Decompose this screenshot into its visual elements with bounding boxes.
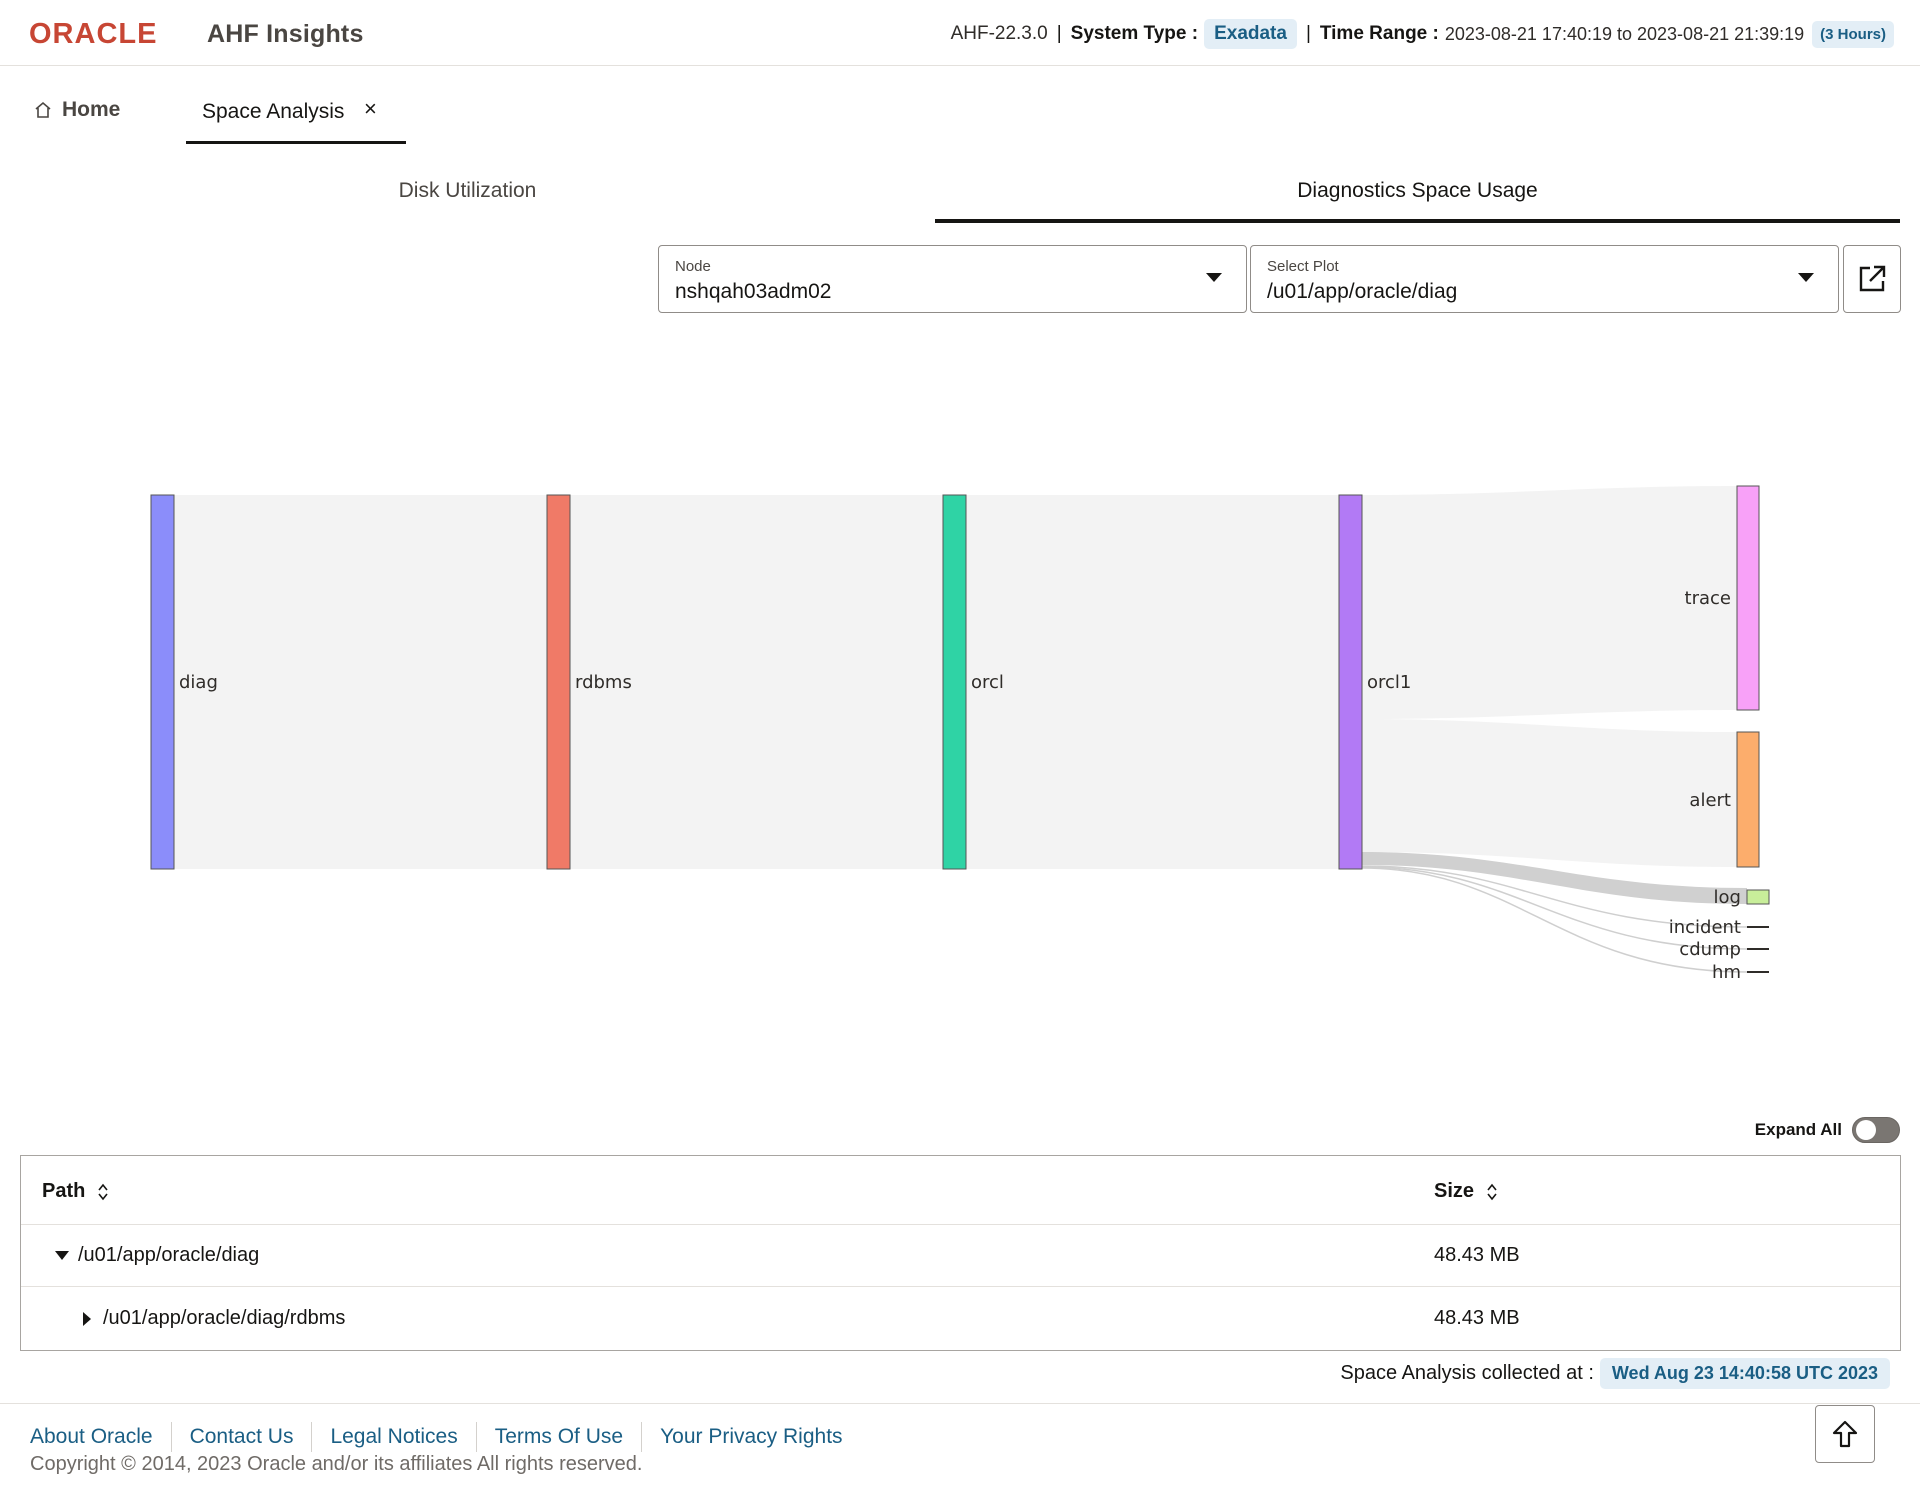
header-info: AHF-22.3.0 | System Type : Exadata | Tim…: [951, 18, 1894, 50]
node-select-value: nshqah03adm02: [675, 280, 832, 303]
header-separator: |: [1305, 23, 1311, 44]
tab-space-analysis-label: Space Analysis: [202, 100, 345, 123]
copyright: Copyright © 2014, 2023 Oracle and/or its…: [30, 1453, 643, 1475]
sankey-link: [174, 495, 547, 869]
sankey-label-log: log: [1714, 887, 1741, 908]
tab-diagnostics-space-usage[interactable]: Diagnostics Space Usage: [935, 165, 1900, 223]
row-path-cell: /u01/app/oracle/diag: [55, 1244, 259, 1267]
external-link-icon: [1859, 265, 1886, 292]
toggle-knob: [1856, 1120, 1876, 1140]
sankey-label-trace: trace: [1685, 588, 1731, 609]
sankey-link: [1361, 867, 1748, 973]
svg-text:ORACLE: ORACLE: [29, 20, 157, 46]
sankey-label-orcl1: orcl1: [1367, 672, 1411, 693]
expand-all-label: Expand All: [1754, 1120, 1842, 1139]
footer-divider: [0, 1403, 1920, 1404]
tab-home-label: Home: [62, 98, 121, 121]
column-header-size[interactable]: Size: [1434, 1180, 1498, 1203]
sankey-label-alert: alert: [1689, 790, 1731, 811]
sankey-link: [1361, 866, 1748, 950]
sankey-link: [570, 495, 943, 869]
sankey-label-rdbms: rdbms: [575, 672, 632, 693]
ahf-version: AHF-22.3.0: [950, 23, 1048, 44]
sankey-node-alert: [1736, 731, 1760, 868]
link-contact-us[interactable]: Contact Us: [170, 1422, 312, 1452]
tab-disk-utilization[interactable]: Disk Utilization: [398, 179, 537, 202]
row-path: /u01/app/oracle/diag: [78, 1244, 260, 1266]
table-header: Path Size: [21, 1156, 1900, 1225]
time-range-label: Time Range :: [1319, 23, 1439, 44]
sankey-node-orcl1: [1338, 494, 1363, 870]
app-title: AHF Insights: [207, 20, 364, 48]
header-separator: |: [1056, 23, 1062, 44]
sort-icon: [98, 1183, 108, 1200]
table-row: /u01/app/oracle/diag 48.43 MB: [21, 1224, 1900, 1287]
footer-links: About Oracle Contact Us Legal Notices Te…: [30, 1422, 861, 1452]
plot-select-label: Select Plot: [1267, 258, 1339, 275]
sankey-link: [1361, 865, 1748, 928]
time-range-badge: (3 Hours): [1812, 20, 1894, 48]
sankey-link: [1362, 852, 1747, 904]
column-header-size-label: Size: [1434, 1180, 1475, 1202]
chevron-down-icon: [1798, 273, 1814, 282]
home-icon: [35, 101, 51, 118]
link-legal-notices[interactable]: Legal Notices: [311, 1422, 475, 1452]
sankey-link: [1362, 486, 1737, 719]
time-range-value: 2023-08-21 17:40:19 to 2023-08-21 21:39:…: [1444, 23, 1805, 44]
link-terms-of-use[interactable]: Terms Of Use: [475, 1422, 641, 1452]
sankey-link: [966, 495, 1339, 869]
sankey-node-orcl: [942, 494, 967, 870]
open-external-button[interactable]: [1843, 245, 1901, 313]
space-table: Path Size /u01/app/oracle/diag 48.43 MB …: [20, 1155, 1901, 1351]
link-privacy-rights[interactable]: Your Privacy Rights: [641, 1422, 860, 1452]
collected-info: Space Analysis collected at : Wed Aug 23…: [1340, 1358, 1890, 1389]
system-type-badge: Exadata: [1204, 19, 1297, 49]
collapse-caret-icon[interactable]: [55, 1251, 69, 1260]
chevron-down-icon: [1206, 273, 1222, 282]
oracle-logo: ORACLE: [29, 20, 157, 46]
sankey-node-rdbms: [546, 494, 571, 870]
plot-select-value: /u01/app/oracle/diag: [1267, 280, 1458, 303]
sankey-node-log: [1746, 889, 1770, 905]
row-size: 48.43 MB: [1434, 1307, 1520, 1329]
sankey-labels: diag rdbms orcl orcl1 trace alert log in…: [179, 588, 1741, 983]
node-select-label: Node: [675, 258, 711, 275]
arrow-up-icon: [1832, 1420, 1858, 1448]
table-row: /u01/app/oracle/diag/rdbms 48.43 MB: [21, 1287, 1900, 1349]
collected-label: Space Analysis collected at :: [1340, 1362, 1594, 1384]
expand-caret-icon[interactable]: [83, 1311, 91, 1326]
tab-home[interactable]: Home: [34, 98, 120, 122]
sankey-label-orcl: orcl: [971, 672, 1004, 693]
row-path-cell: /u01/app/oracle/diag/rdbms: [83, 1307, 345, 1330]
system-type-label: System Type :: [1070, 23, 1199, 44]
plot-select[interactable]: Select Plot /u01/app/oracle/diag: [1250, 245, 1839, 313]
sankey-node-diag: [150, 494, 175, 870]
sort-icon: [1487, 1183, 1497, 1200]
column-header-path-label: Path: [42, 1180, 86, 1202]
close-icon[interactable]: ×: [364, 96, 377, 121]
collected-badge: Wed Aug 23 14:40:58 UTC 2023: [1599, 1358, 1890, 1389]
sankey-label-incident: incident: [1669, 917, 1741, 938]
column-header-path[interactable]: Path: [42, 1180, 109, 1203]
scroll-top-button[interactable]: [1815, 1405, 1875, 1463]
sankey-link: [1362, 719, 1737, 867]
expand-all-toggle[interactable]: [1852, 1117, 1900, 1143]
tab-space-analysis[interactable]: Space Analysis ×: [186, 96, 406, 144]
sankey-chart: diag rdbms orcl orcl1 trace alert log in…: [150, 485, 1770, 983]
sankey-label-hm: hm: [1712, 962, 1741, 983]
row-path: /u01/app/oracle/diag/rdbms: [103, 1307, 346, 1329]
sankey-links: [174, 486, 1748, 973]
sankey-label-cdump: cdump: [1679, 939, 1741, 960]
node-select[interactable]: Node nshqah03adm02: [658, 245, 1247, 313]
sankey-nodes: [150, 485, 1770, 973]
sankey-label-diag: diag: [179, 672, 218, 693]
row-size: 48.43 MB: [1434, 1244, 1520, 1266]
link-about-oracle[interactable]: About Oracle: [30, 1425, 153, 1448]
sankey-node-trace: [1736, 485, 1760, 711]
app-header: ORACLE AHF Insights AHF-22.3.0 | System …: [0, 0, 1920, 66]
expand-all-control: Expand All: [1755, 1117, 1900, 1143]
